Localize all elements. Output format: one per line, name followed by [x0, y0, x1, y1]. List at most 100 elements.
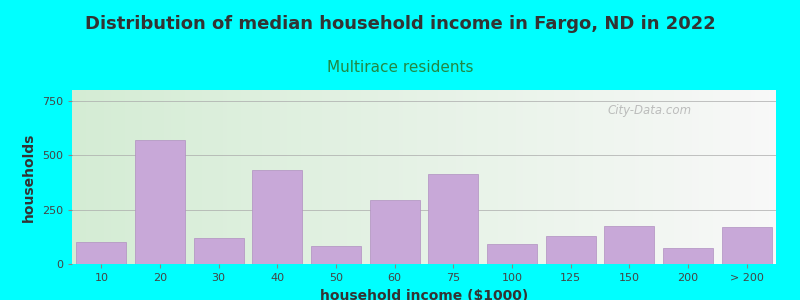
Text: City-Data.com: City-Data.com: [607, 104, 691, 117]
Bar: [610, 90, 614, 264]
Bar: [646, 90, 650, 264]
Bar: [600, 90, 603, 264]
Bar: [248, 90, 251, 264]
Bar: [674, 90, 678, 264]
Bar: [234, 90, 238, 264]
Bar: [544, 90, 547, 264]
Bar: [438, 90, 442, 264]
Bar: [251, 90, 255, 264]
Bar: [773, 90, 776, 264]
Bar: [429, 174, 478, 264]
Bar: [716, 90, 720, 264]
Bar: [568, 90, 572, 264]
Bar: [378, 90, 382, 264]
Bar: [262, 90, 266, 264]
Bar: [93, 90, 97, 264]
Bar: [678, 90, 681, 264]
Bar: [157, 90, 160, 264]
Bar: [660, 90, 663, 264]
Bar: [706, 90, 709, 264]
Bar: [431, 90, 434, 264]
Bar: [695, 90, 698, 264]
Bar: [691, 90, 695, 264]
Bar: [604, 226, 654, 264]
Y-axis label: households: households: [22, 132, 36, 222]
Bar: [150, 90, 153, 264]
Bar: [318, 90, 322, 264]
Bar: [562, 90, 565, 264]
Bar: [399, 90, 403, 264]
Bar: [537, 90, 540, 264]
Bar: [273, 90, 276, 264]
Bar: [494, 90, 498, 264]
Bar: [253, 170, 302, 264]
Bar: [713, 90, 716, 264]
Bar: [339, 90, 343, 264]
Bar: [670, 90, 674, 264]
Bar: [477, 90, 480, 264]
Bar: [210, 90, 213, 264]
Bar: [294, 90, 298, 264]
Bar: [343, 90, 346, 264]
Bar: [298, 90, 301, 264]
Bar: [160, 90, 163, 264]
Bar: [107, 90, 110, 264]
Bar: [593, 90, 597, 264]
Bar: [635, 90, 638, 264]
Bar: [656, 90, 660, 264]
Bar: [459, 90, 462, 264]
Bar: [142, 90, 146, 264]
Bar: [269, 90, 273, 264]
Bar: [498, 90, 502, 264]
Bar: [540, 90, 544, 264]
Bar: [663, 90, 667, 264]
Bar: [667, 90, 670, 264]
Bar: [153, 90, 157, 264]
Bar: [762, 90, 766, 264]
Bar: [522, 90, 526, 264]
Bar: [406, 90, 410, 264]
Bar: [452, 90, 456, 264]
Bar: [188, 90, 192, 264]
Bar: [280, 90, 283, 264]
Bar: [146, 90, 150, 264]
Bar: [650, 90, 653, 264]
Bar: [100, 90, 104, 264]
Bar: [582, 90, 586, 264]
Bar: [220, 90, 223, 264]
Bar: [638, 90, 642, 264]
Bar: [128, 90, 132, 264]
Bar: [738, 90, 741, 264]
Bar: [223, 90, 227, 264]
Bar: [241, 90, 245, 264]
Bar: [565, 90, 568, 264]
Bar: [653, 90, 656, 264]
Bar: [258, 90, 262, 264]
Bar: [533, 90, 537, 264]
Bar: [526, 90, 530, 264]
Bar: [766, 90, 769, 264]
Bar: [769, 90, 773, 264]
Bar: [357, 90, 361, 264]
Bar: [614, 90, 618, 264]
Bar: [370, 200, 420, 264]
Bar: [301, 90, 304, 264]
Bar: [722, 227, 771, 264]
Bar: [192, 90, 195, 264]
Bar: [519, 90, 522, 264]
Bar: [414, 90, 417, 264]
Bar: [445, 90, 449, 264]
Bar: [758, 90, 762, 264]
Bar: [470, 90, 474, 264]
Bar: [163, 90, 167, 264]
Bar: [245, 90, 248, 264]
Bar: [730, 90, 734, 264]
Bar: [466, 90, 470, 264]
Bar: [709, 90, 713, 264]
Bar: [174, 90, 178, 264]
Text: Multirace residents: Multirace residents: [326, 60, 474, 75]
Bar: [586, 90, 590, 264]
Bar: [202, 90, 206, 264]
Bar: [396, 90, 399, 264]
Bar: [546, 236, 595, 264]
